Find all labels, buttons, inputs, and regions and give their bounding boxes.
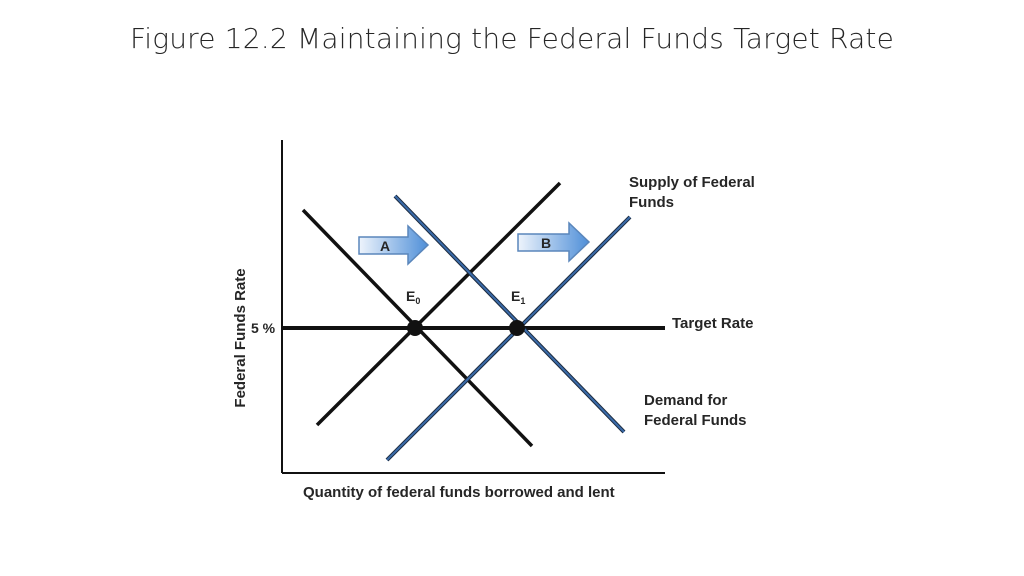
y-axis-label: Federal Funds Rate <box>232 268 249 407</box>
demand-label-line1: Demand for <box>644 392 728 409</box>
shift-arrow-a <box>358 224 430 266</box>
slide-title: Figure 12.2 Maintaining the Federal Fund… <box>129 22 895 55</box>
target-rate-label: Target Rate <box>672 315 753 332</box>
e1-label: E1 <box>511 288 525 306</box>
equilibrium-point-e0 <box>407 320 423 336</box>
supply-curve-shifted-highlight <box>386 216 631 461</box>
demand-curve-shifted-highlight <box>394 195 625 433</box>
e1-label-sub: 1 <box>520 296 525 306</box>
supply-label-line2: Funds <box>629 194 674 211</box>
e1-label-base: E <box>511 288 520 304</box>
y-tick-5-percent: 5 % <box>251 320 276 336</box>
shift-arrow-b <box>517 221 591 263</box>
supply-curve-original <box>315 181 562 427</box>
arrow-a-label: A <box>380 238 390 254</box>
x-axis-label: Quantity of federal funds borrowed and l… <box>303 484 615 501</box>
e0-label-base: E <box>406 288 415 304</box>
e0-label: E0 <box>406 288 420 306</box>
supply-label-line1: Supply of Federal <box>629 174 755 191</box>
arrow-b-label: B <box>541 235 551 251</box>
e0-label-sub: 0 <box>415 296 420 306</box>
equilibrium-point-e1 <box>509 320 525 336</box>
demand-label-line2: Federal Funds <box>644 412 747 429</box>
